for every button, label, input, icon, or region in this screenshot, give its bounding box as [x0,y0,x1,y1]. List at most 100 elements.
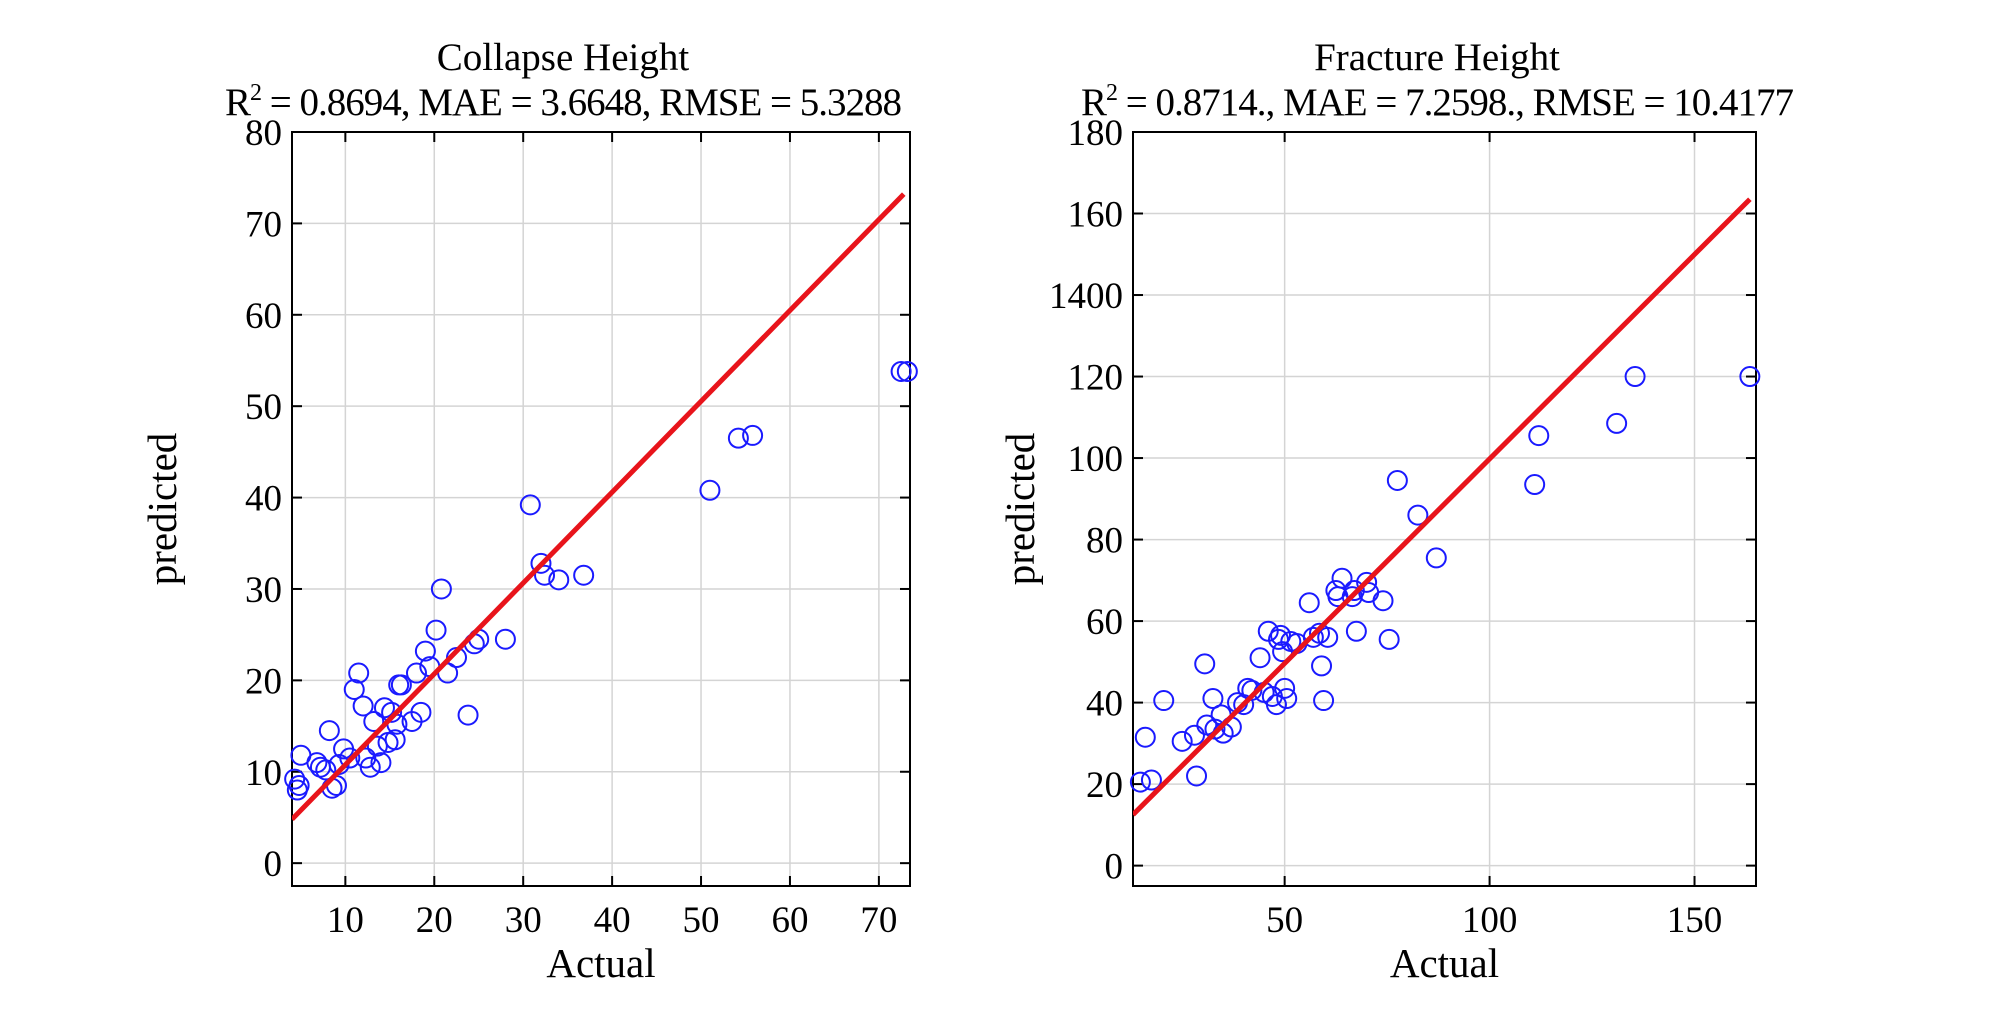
data-point [1331,567,1353,589]
data-point [1194,653,1216,675]
data-point [1249,647,1271,669]
data-point [1134,726,1156,748]
data-point [1345,620,1367,642]
y-tick-label: 10 [245,753,282,794]
x-tick-label: 50 [683,900,720,941]
y-tick-label: 100 [1068,439,1124,480]
y-tick-label: 60 [1086,602,1123,643]
scatter-points [1129,366,1761,793]
data-point [1313,690,1335,712]
data-point [1317,626,1339,648]
metrics-values: = 0.8714., MAE = 7.2598., RMSE = 10.4177 [1117,81,1794,124]
data-point [1739,366,1761,388]
data-point [1186,765,1208,787]
y-axis-label: predicted [139,433,185,586]
x-tick-label: 40 [594,900,631,941]
data-point [315,759,337,781]
data-point [1311,655,1333,677]
data-point [405,662,427,684]
scatter-points [284,360,918,801]
data-point [1407,504,1429,526]
y-tick-label: 20 [245,661,282,702]
data-point [343,679,365,701]
data-point [1524,474,1546,496]
metrics-superscript: 2 [1106,80,1117,106]
x-tick-label: 20 [416,900,453,941]
data-point [1425,547,1447,569]
data-point [1274,677,1296,699]
data-point [1624,366,1646,388]
data-point [727,427,749,449]
data-point [890,360,912,382]
fit-line [1133,197,1752,817]
y-tick-label: 60 [245,296,282,337]
chart-metrics-subtitle: R2 = 0.8694, MAE = 3.6648, RMSE = 5.3288 [225,80,902,124]
y-axis-label: predicted [997,433,1043,586]
data-point [1202,688,1224,710]
data-point [1241,679,1263,701]
data-point [530,552,552,574]
data-point [370,752,392,774]
data-point [896,360,918,382]
x-tick-label: 50 [1266,900,1303,941]
x-tick-label: 10 [327,900,364,941]
metrics-superscript: 2 [250,80,261,106]
data-point [1153,690,1175,712]
y-tick-label: 120 [1068,358,1124,399]
chart-metrics-subtitle: R2 = 0.8714., MAE = 7.2598., RMSE = 10.4… [1081,80,1794,124]
data-point [494,628,516,650]
collapse-height-chart: 10 20 30 40 50 60 70 0 10 20 30 40 50 60 70 80 Collapse … [139,36,918,986]
data-point [430,578,452,600]
data-point [1270,624,1292,646]
axes-box [1132,131,1757,887]
data-point [363,710,385,732]
data-point [1183,724,1205,746]
data-point [1140,769,1162,791]
data-point [534,564,556,586]
x-axis-label: Actual [1390,940,1499,986]
data-point [1372,590,1394,612]
fit-line [292,192,906,822]
x-tick-label: 100 [1462,900,1518,941]
data-point [1302,626,1324,648]
y-tick-label: 80 [1086,521,1123,562]
y-tick-label: 40 [1086,684,1123,725]
x-tick-label: 150 [1667,900,1723,941]
data-point [1356,571,1378,593]
data-point [410,701,432,723]
y-tick-label: 80 [245,113,282,154]
data-point [457,704,479,726]
data-point [1265,694,1287,716]
data-point [414,640,436,662]
y-tick-label: 180 [1068,113,1124,154]
axes-box [291,131,911,887]
data-point [573,564,595,586]
data-point [318,720,340,742]
data-point [352,695,374,717]
y-tick-label: 0 [264,844,283,885]
data-point [1298,592,1320,614]
data-point [1378,628,1400,650]
y-tick-label: 0 [1105,847,1124,888]
data-point [1386,469,1408,491]
data-point [286,779,308,801]
x-tick-label: 60 [771,900,808,941]
y-tick-label: 50 [245,387,282,428]
y-tick-label: 20 [1086,765,1123,806]
data-point [548,569,570,591]
data-point [1528,425,1550,447]
chart-title: Collapse Height [437,36,690,79]
metrics-values: = 0.8694, MAE = 3.6648, RMSE = 5.3288 [261,81,902,124]
data-point [348,662,370,684]
y-tick-label: 1400 [1049,276,1123,317]
data-point [699,479,721,501]
fracture-height-chart: 50 100 150 0 20 40 60 80 100 120 1400 160 180 Fractur… [997,36,1795,986]
data-point [742,424,764,446]
data-point [284,768,306,790]
data-point [1171,730,1193,752]
metrics-r-symbol: R [225,81,251,124]
data-point [381,701,403,723]
data-point [1129,771,1151,793]
x-tick-label: 30 [505,900,542,941]
